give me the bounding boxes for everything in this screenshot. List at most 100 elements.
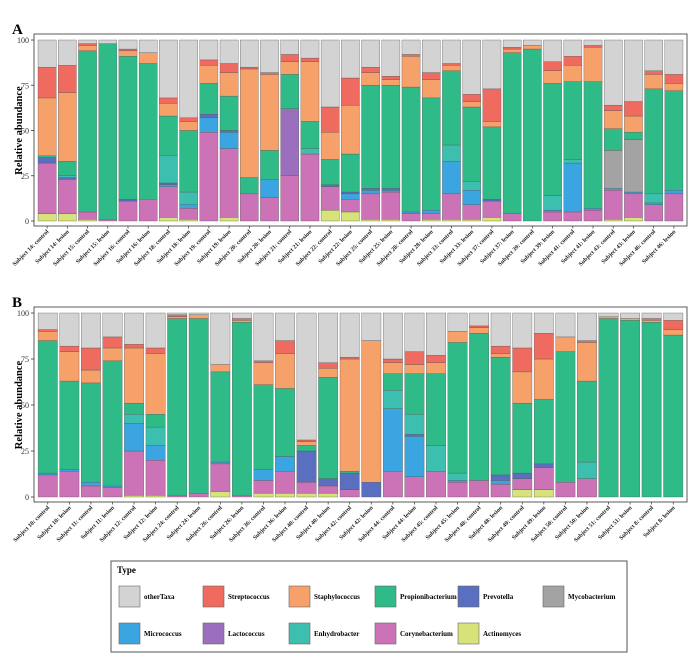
bar-segment-propionibacterium <box>58 161 77 176</box>
bar-segment-micrococcus <box>421 209 441 214</box>
stacked-bar <box>381 39 401 222</box>
bar-segment-actinomyces <box>361 219 380 222</box>
bar-segment-corynebacterium <box>219 148 239 218</box>
bar-segment-othertaxa <box>138 39 158 53</box>
bar-segment-staphylococcus <box>253 362 274 385</box>
bar-segment-corynebacterium <box>555 482 576 498</box>
bar-segment-staphylococcus <box>442 65 461 71</box>
bar-segment-staphylococcus <box>159 103 178 117</box>
bar-segment-streptococcus <box>159 97 178 104</box>
legend-swatch <box>202 622 225 645</box>
legend-swatch <box>118 585 141 608</box>
legend-label: Corynebacterium <box>400 630 453 638</box>
bar-segment-streptococcus <box>253 360 274 363</box>
bar-segment-corynebacterium <box>81 485 101 498</box>
stacked-bar <box>533 312 554 498</box>
bar-segment-enhydrobacter <box>644 193 663 204</box>
bar-segment-othertaxa <box>260 39 279 73</box>
legend-swatch <box>374 585 397 608</box>
bar-segment-enhydrobacter <box>179 191 198 205</box>
bar-segment-othertaxa <box>240 39 259 68</box>
stacked-bar <box>426 312 446 498</box>
bar-segment-prevotella <box>361 188 380 191</box>
bar-segment-micrococcus <box>361 190 380 195</box>
bar-segment-staphylococcus <box>179 121 198 131</box>
bar-segment-staphylococcus <box>361 340 382 483</box>
legend-label: Streptococcus <box>228 593 270 601</box>
bar-segment-propionibacterium <box>620 320 640 498</box>
bar-segment-propionibacterium <box>361 85 380 189</box>
stacked-bar <box>232 312 252 498</box>
bar-segment-othertaxa <box>401 39 421 55</box>
stacked-bar <box>421 39 441 222</box>
bar-segment-enhydrobacter <box>145 426 166 446</box>
stacked-bar <box>199 39 219 222</box>
stacked-bar <box>138 39 158 222</box>
stacked-bar <box>502 39 522 222</box>
bar-segment-staphylococcus <box>543 70 562 84</box>
bar-segment-othertaxa <box>78 39 97 44</box>
bar-segment-othertaxa <box>404 312 425 352</box>
bar-segment-corynebacterium <box>426 471 446 498</box>
bar-segment-othertaxa <box>253 312 274 362</box>
bar-segment-prevotella <box>361 482 382 498</box>
bar-segment-streptococcus <box>118 48 138 52</box>
bar-segment-corynebacterium <box>577 478 597 498</box>
stacked-bar <box>188 312 209 498</box>
stacked-bar <box>598 312 619 498</box>
bar-segment-streptococcus <box>199 59 219 66</box>
bar-segment-streptococcus <box>603 104 623 111</box>
bar-segment-othertaxa <box>37 39 57 68</box>
bar-segment-propionibacterium <box>603 128 623 151</box>
bar-segment-micrococcus <box>442 161 461 195</box>
bar-segment-streptococcus <box>280 54 300 62</box>
bar-segment-staphylococcus <box>664 83 684 91</box>
bar-segment-othertaxa <box>199 39 219 61</box>
bar-segment-prevotella <box>320 184 340 187</box>
bar-segment-staphylococcus <box>644 74 663 90</box>
bar-segment-corynebacterium <box>490 483 511 498</box>
bar-segment-enhydrobacter <box>382 390 403 409</box>
bar-segment-staphylococcus <box>421 79 441 99</box>
bar-segment-actinomyces <box>341 211 360 222</box>
bar-segment-propionibacterium <box>210 371 231 463</box>
bar-segment-micrococcus <box>664 190 684 195</box>
bar-segment-othertaxa <box>523 39 542 46</box>
bar-segment-propionibacterium <box>523 48 542 222</box>
bar-segment-propionibacterium <box>663 334 684 498</box>
stacked-bar <box>300 39 320 222</box>
bar-segment-staphylococcus <box>124 347 144 404</box>
bar-segment-corynebacterium <box>318 485 339 494</box>
bar-segment-othertaxa <box>663 312 684 321</box>
bar-segment-corynebacterium <box>98 219 118 222</box>
bar-segment-propionibacterium <box>167 318 188 496</box>
bar-segment-prevotella <box>404 434 425 437</box>
bar-segment-staphylococcus <box>199 65 219 84</box>
bar-segment-micrococcus <box>219 132 239 149</box>
bar-segment-streptococcus <box>462 94 481 102</box>
bar-segment-micrococcus <box>253 469 274 481</box>
bar-segment-actinomyces <box>442 219 461 222</box>
stacked-bar <box>320 39 340 222</box>
bar-segment-propionibacterium <box>102 360 123 487</box>
bar-segment-othertaxa <box>563 39 583 57</box>
bar-segment-streptococcus <box>167 314 188 317</box>
bar-segment-actinomyces <box>78 219 97 222</box>
bar-segment-prevotella <box>512 472 533 479</box>
bar-segment-staphylococcus <box>583 47 603 82</box>
bar-segment-micrococcus <box>37 472 58 476</box>
bar-segment-propionibacterium <box>469 333 489 481</box>
bar-segment-staphylococcus <box>341 104 360 155</box>
bar-segment-propionibacterium <box>462 106 481 182</box>
bar-segment-corynebacterium <box>37 162 57 214</box>
bar-segment-propionibacterium <box>382 373 403 391</box>
bar-segment-actinomyces <box>381 219 401 222</box>
bar-segment-propionibacterium <box>199 83 219 115</box>
stacked-bar <box>37 39 57 222</box>
bar-segment-othertaxa <box>426 312 446 356</box>
bar-segment-streptococcus <box>442 63 461 66</box>
bar-segment-corynebacterium <box>260 197 279 222</box>
bar-segment-enhydrobacter <box>462 181 481 191</box>
bar-segment-micrococcus <box>644 202 663 205</box>
